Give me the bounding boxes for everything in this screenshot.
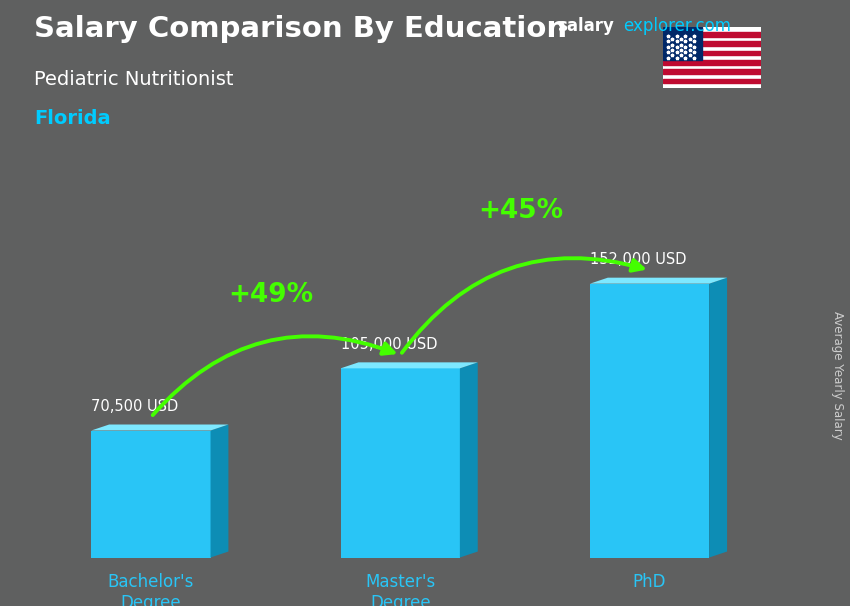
Bar [663, 74, 761, 79]
Bar [663, 36, 761, 41]
Bar [663, 65, 761, 69]
Text: salary: salary [557, 17, 614, 35]
Bar [663, 32, 761, 36]
Bar [663, 46, 761, 50]
Polygon shape [91, 425, 229, 430]
Bar [663, 41, 761, 46]
Polygon shape [341, 362, 478, 368]
Polygon shape [211, 425, 229, 558]
Bar [663, 79, 761, 83]
Text: Florida: Florida [34, 109, 110, 128]
Text: 70,500 USD: 70,500 USD [91, 399, 178, 414]
Polygon shape [341, 368, 460, 558]
Bar [663, 50, 761, 55]
Bar [663, 60, 761, 65]
Bar [663, 69, 761, 74]
Polygon shape [460, 362, 478, 558]
Polygon shape [91, 430, 211, 558]
Text: +45%: +45% [478, 198, 564, 224]
Bar [663, 27, 761, 32]
Polygon shape [709, 278, 727, 558]
Text: 152,000 USD: 152,000 USD [590, 252, 687, 267]
Text: 105,000 USD: 105,000 USD [341, 337, 437, 351]
Bar [663, 55, 761, 60]
Bar [663, 27, 702, 60]
Polygon shape [590, 284, 709, 558]
Polygon shape [590, 278, 727, 284]
Text: explorer.com: explorer.com [623, 17, 731, 35]
Text: Pediatric Nutritionist: Pediatric Nutritionist [34, 70, 234, 88]
Text: +49%: +49% [229, 282, 314, 308]
Text: Average Yearly Salary: Average Yearly Salary [830, 311, 844, 440]
Bar [663, 83, 761, 88]
Text: Salary Comparison By Education: Salary Comparison By Education [34, 15, 567, 43]
